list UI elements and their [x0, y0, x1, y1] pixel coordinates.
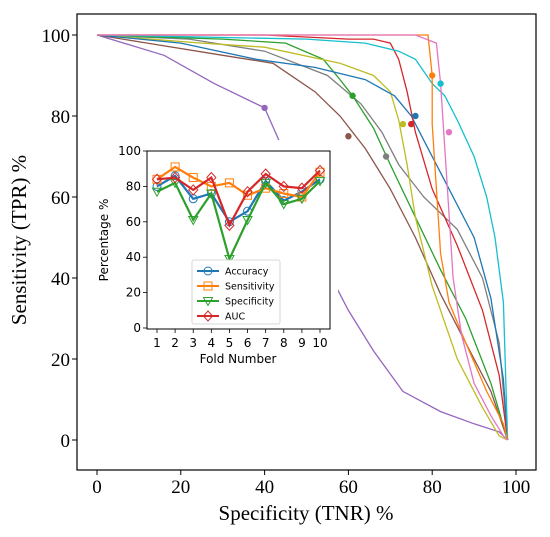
- roc-marker-8: [437, 80, 444, 87]
- legend-marker-sensitivity: [203, 281, 213, 291]
- inset-point-sensitivity: [188, 173, 198, 183]
- inset-point-specificity: [205, 189, 217, 199]
- inset-x-tick-label: 3: [189, 336, 197, 350]
- inset-point-auc: [296, 182, 308, 194]
- roc-marker-5: [399, 120, 407, 128]
- inset-series-lines: [151, 162, 326, 265]
- main-x-tick-label: 60: [339, 477, 358, 498]
- inset-x-ticks: 1 2 3 4 5 6 7 8 9 10: [153, 329, 328, 350]
- inset-y-tick-label: 40: [126, 250, 141, 264]
- main-y-axis-label: Sensitivity (TPR) %: [7, 155, 31, 325]
- inset-point-auc: [278, 180, 289, 193]
- inset-point-auc: [260, 168, 271, 180]
- roc-curve-6: [96, 34, 509, 441]
- roc-curve-3: [96, 34, 509, 441]
- main-y-tick-label: 80: [51, 107, 70, 128]
- inset-point-auc: [188, 184, 199, 196]
- main-x-tick-label: 40: [255, 477, 274, 498]
- roc-curve-8: [96, 34, 509, 441]
- main-x-tick-label: 80: [423, 477, 442, 498]
- inset-y-ticks: 0 20 40 60 80 100: [118, 144, 147, 335]
- inset-point-accuracy: [152, 181, 162, 191]
- main-y-tick-label: 0: [61, 431, 71, 452]
- main-y-tick-label: 40: [51, 269, 70, 290]
- inset-y-tick-label: 80: [126, 179, 141, 193]
- inset-point-specificity: [187, 216, 199, 226]
- inset-y-tick-label: 60: [126, 215, 141, 229]
- inset-point-auc: [242, 185, 253, 198]
- inset-point-specificity: [296, 194, 308, 205]
- inset-x-tick-label: 2: [171, 336, 179, 350]
- main-x-tick-label: 0: [92, 477, 102, 498]
- inset-point-specificity: [278, 200, 290, 210]
- inset-point-auc: [314, 164, 326, 177]
- roc-markers: [261, 72, 453, 160]
- inset-y-tick-label: 0: [133, 321, 141, 335]
- inset-x-tick-label: 7: [262, 336, 270, 350]
- inset-legend: Accuracy Sensitivity Specificity AUC: [191, 259, 281, 325]
- inset-x-tick-label: 10: [312, 336, 327, 350]
- roc-marker-6: [412, 112, 419, 120]
- main-x-tick-label: 100: [502, 477, 531, 498]
- roc-curve-7: [97, 34, 509, 441]
- main-x-ticks: 0 20 40 60 80 100: [92, 470, 530, 498]
- roc-marker-7: [408, 120, 415, 128]
- inset-x-tick-label: 4: [208, 336, 216, 350]
- inset-line-auc: [156, 169, 321, 228]
- main-y-ticks: 0 20 40 60 80 100: [42, 26, 77, 452]
- inset-point-auc: [206, 171, 217, 184]
- inset-y-tick-label: 20: [126, 286, 141, 300]
- inset-point-sensitivity: [170, 162, 180, 172]
- inset-y-tick-label: 100: [118, 144, 141, 158]
- legend-label-specificity: Specificity: [225, 297, 274, 308]
- inset-point-specificity: [151, 187, 163, 198]
- roc-marker-4: [349, 92, 356, 99]
- inset-line-specificity: [156, 180, 321, 263]
- legend-marker-specificity: [202, 297, 214, 307]
- legend-label-auc: AUC: [225, 312, 245, 323]
- main-x-axis-label: Specificity (TNR) %: [219, 501, 394, 525]
- roc-curve-5: [96, 34, 508, 441]
- inset-point-auc: [169, 171, 181, 184]
- inset-x-tick-label: 5: [226, 336, 234, 350]
- main-x-tick-label: 20: [171, 477, 190, 498]
- inset-point-sensitivity: [279, 188, 289, 198]
- inset-point-sensitivity: [224, 178, 234, 188]
- roc-marker-10: [445, 129, 453, 136]
- inset-x-axis-label: Fold Number: [200, 352, 277, 366]
- inset-point-auc: [151, 173, 163, 186]
- legend-marker-accuracy: [203, 266, 213, 276]
- roc-marker-3: [382, 153, 390, 160]
- inset-point-specificity: [224, 254, 235, 265]
- inset-x-tick-label: 8: [280, 336, 288, 350]
- inset-point-specificity: [242, 216, 253, 226]
- legend-marker-auc: [202, 310, 214, 322]
- inset-line-sensitivity: [156, 165, 321, 199]
- legend-label-sensitivity: Sensitivity: [225, 282, 275, 293]
- fold-metrics-inset: 1 2 3 4 5 6 7 8 9 10 0 20 40 60 80 100 Fold Number Per…: [88, 140, 338, 378]
- roc-marker-1: [261, 104, 268, 112]
- roc-curve-1: [96, 34, 509, 441]
- roc-curves: [96, 34, 509, 441]
- inset-x-tick-label: 6: [244, 336, 252, 350]
- legend-box: [191, 259, 281, 325]
- inset-x-tick-label: 1: [153, 336, 161, 350]
- main-y-tick-label: 60: [51, 188, 70, 209]
- inset-point-specificity: [314, 177, 326, 187]
- inset-x-tick-label: 9: [298, 336, 306, 350]
- inset-point-sensitivity: [315, 167, 325, 177]
- legend-label-accuracy: Accuracy: [225, 267, 269, 278]
- roc-marker-9: [429, 72, 436, 79]
- inset-point-specificity: [169, 178, 181, 189]
- main-plot-frame: [76, 13, 537, 471]
- roc-marker-2: [345, 133, 352, 140]
- main-y-tick-label: 20: [51, 350, 70, 371]
- roc-curve-10: [97, 34, 509, 441]
- main-y-tick-label: 100: [42, 26, 71, 47]
- roc-curve-4: [96, 34, 509, 441]
- inset-point-auc: [224, 219, 235, 232]
- inset-y-axis-label: Percentage %: [97, 199, 111, 282]
